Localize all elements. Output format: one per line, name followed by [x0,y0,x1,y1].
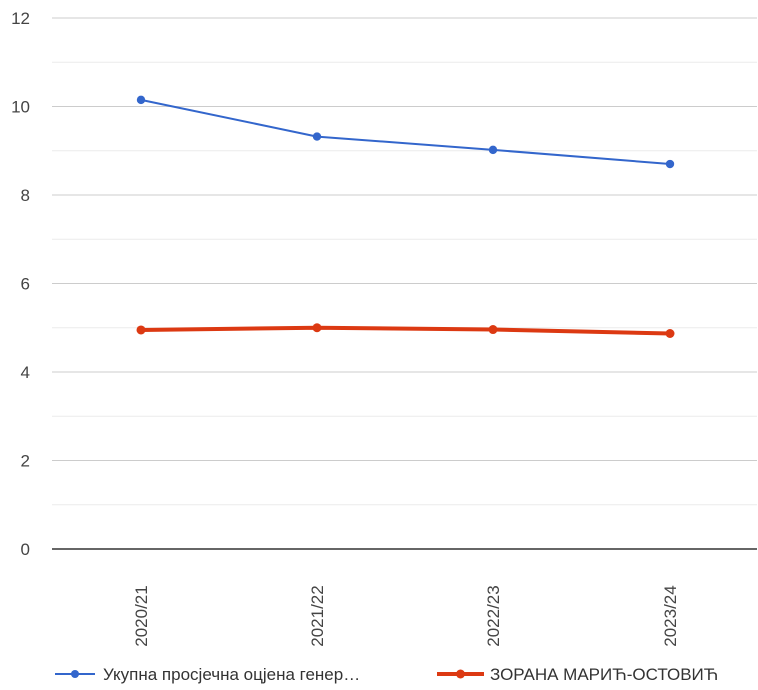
x-tick-label: 2022/23 [484,585,503,646]
y-tick-label: 4 [21,363,30,382]
y-tick-label: 12 [11,9,30,28]
series-group [136,95,675,339]
legend-label: ЗОРАНА МАРИЋ-ОСТОВИЋ [490,665,718,684]
y-axis-ticks: 0 2 4 6 8 10 12 [11,9,30,559]
x-axis-ticks: 2020/21 2021/22 2022/23 2023/24 [132,585,680,646]
series-line-1 [140,98,671,166]
legend-swatch-dot [456,669,465,679]
x-tick-label: 2020/21 [132,585,151,646]
series-1-point[interactable] [312,132,322,141]
series-2-point[interactable] [665,329,675,339]
legend[interactable]: Укупна просјечна оцјена генер… ЗОРАНА МАР… [55,665,718,684]
series-2-point[interactable] [488,325,498,335]
legend-label: Укупна просјечна оцјена генер… [103,665,360,684]
series-1-point[interactable] [136,95,146,105]
legend-item-2[interactable]: ЗОРАНА МАРИЋ-ОСТОВИЋ [437,665,718,684]
series-1-point[interactable] [488,145,498,155]
series-line-2 [140,325,671,336]
series-2-point[interactable] [312,323,322,333]
grid-lines [52,17,757,506]
y-tick-label: 8 [21,186,30,205]
series-1-point[interactable] [665,159,675,169]
y-tick-label: 0 [21,540,30,559]
legend-swatch-dot [71,670,79,678]
y-tick-label: 6 [21,275,30,294]
series-2-point[interactable] [136,325,146,335]
y-tick-label: 10 [11,98,30,117]
x-tick-label: 2021/22 [308,585,327,646]
y-tick-label: 2 [21,452,30,471]
legend-item-1[interactable]: Укупна просјечна оцјена генер… [55,665,360,684]
x-tick-label: 2023/24 [661,585,680,646]
